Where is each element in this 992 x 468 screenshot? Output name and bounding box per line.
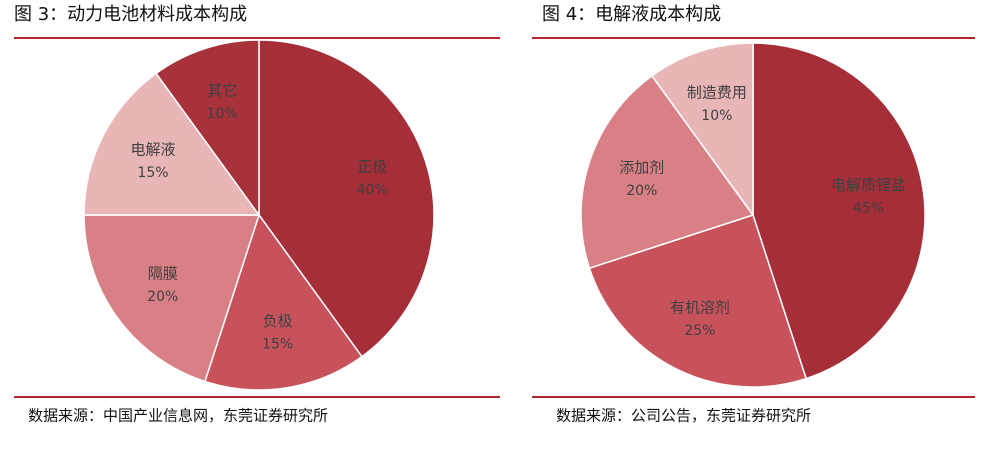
value-label: 15%	[137, 165, 168, 181]
slice-label: 有机溶剂	[670, 299, 730, 317]
slice-label: 制造费用	[687, 83, 747, 101]
source-note: 数据来源：中国产业信息网，东莞证券研究所	[28, 407, 328, 425]
pie-slice	[752, 42, 926, 380]
pie-slice	[588, 214, 808, 388]
value-label: 10%	[701, 108, 732, 124]
pie-slice	[83, 214, 261, 383]
slice-label: 正极	[357, 158, 387, 176]
pie-slice	[580, 74, 755, 270]
pie-slice	[83, 72, 261, 216]
slice-label: 其它	[207, 81, 237, 99]
value-label: 45%	[853, 201, 884, 217]
value-label: 15%	[262, 337, 293, 353]
pie-slice	[650, 42, 754, 218]
slice-label: 电解液	[130, 140, 175, 158]
value-label: 10%	[207, 106, 238, 122]
source-note: 数据来源：公司公告，东莞证券研究所	[556, 407, 811, 425]
value-label: 20%	[147, 289, 178, 305]
slice-label: 电解质锂盐	[831, 176, 906, 194]
slice-label: 隔膜	[148, 264, 178, 282]
pie-slice	[155, 39, 260, 218]
value-label: 25%	[684, 323, 715, 339]
value-label: 20%	[626, 183, 657, 199]
pie-slice	[203, 213, 363, 391]
chart-title: 图 4：电解液成本构成	[542, 4, 721, 25]
slice-label: 添加剂	[619, 158, 664, 176]
chart-title: 图 3：动力电池材料成本构成	[14, 4, 247, 25]
value-label: 40%	[357, 182, 388, 198]
slice-label: 负极	[263, 312, 293, 330]
pie-slice	[258, 39, 435, 358]
